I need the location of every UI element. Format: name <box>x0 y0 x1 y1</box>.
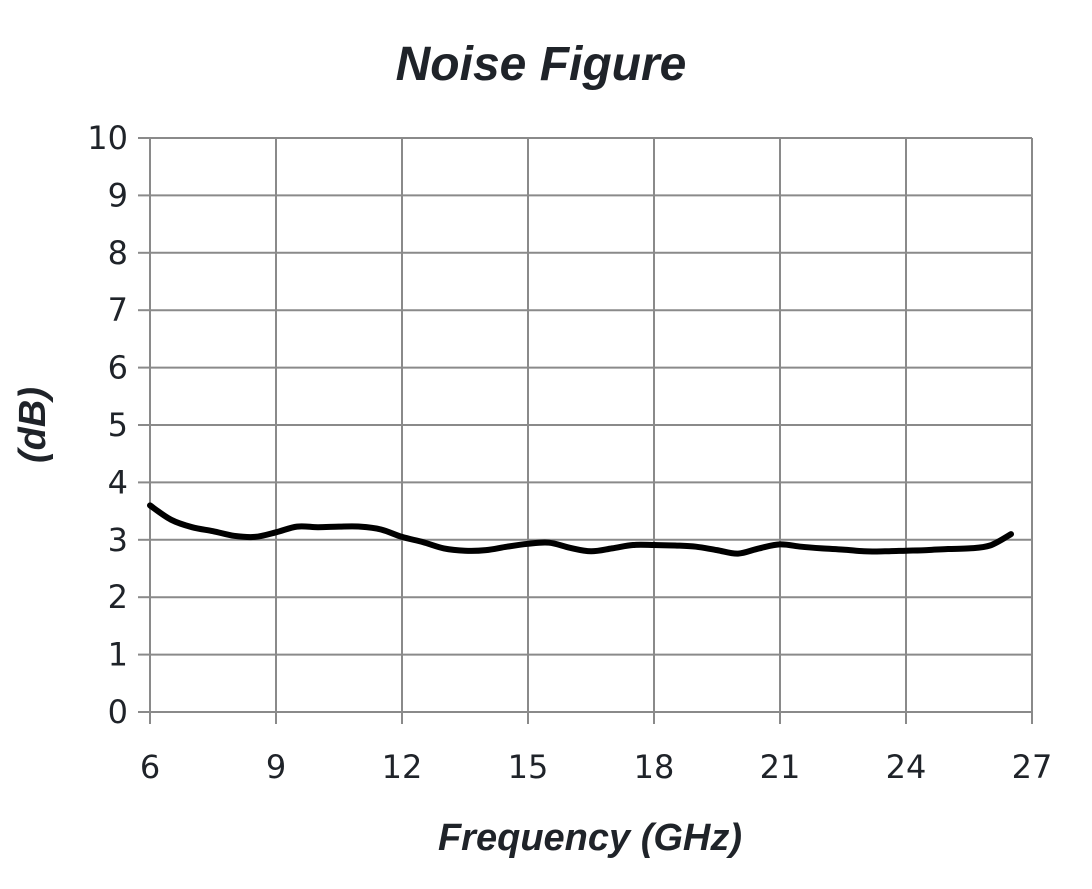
x-tick-label: 24 <box>886 748 927 786</box>
x-axis-label: Frequency (GHz) <box>438 817 742 859</box>
y-tick-label: 1 <box>108 636 128 674</box>
noise-figure-line <box>147 502 1014 557</box>
y-tick-label: 4 <box>108 463 128 501</box>
y-tick-label: 6 <box>108 349 128 387</box>
y-tick-label: 8 <box>108 234 128 272</box>
x-tick-label: 18 <box>634 748 675 786</box>
y-tick-label: 10 <box>87 119 128 157</box>
x-tick-label: 9 <box>266 748 286 786</box>
chart-title: Noise Figure <box>396 38 687 91</box>
y-tick-label: 2 <box>108 578 128 616</box>
series <box>147 502 1014 557</box>
x-tick-label: 6 <box>140 748 160 786</box>
y-tick-label: 3 <box>108 521 128 559</box>
y-tick-label: 5 <box>108 406 128 444</box>
x-tick-label: 12 <box>382 748 423 786</box>
y-tick-labels: 0 1 2 3 4 5 6 7 8 9 10 <box>87 119 128 731</box>
x-tick-label: 15 <box>508 748 549 786</box>
axes <box>138 137 1033 724</box>
y-tick-label: 0 <box>108 693 128 731</box>
x-tick-label: 27 <box>1012 748 1053 786</box>
y-tick-label: 7 <box>108 291 128 329</box>
y-tick-label: 9 <box>108 176 128 214</box>
x-tick-label: 21 <box>760 748 801 786</box>
x-tick-labels: 6 9 12 15 18 21 24 27 <box>140 748 1053 786</box>
grid <box>149 137 1033 713</box>
y-axis-label: (dB) <box>12 387 54 463</box>
